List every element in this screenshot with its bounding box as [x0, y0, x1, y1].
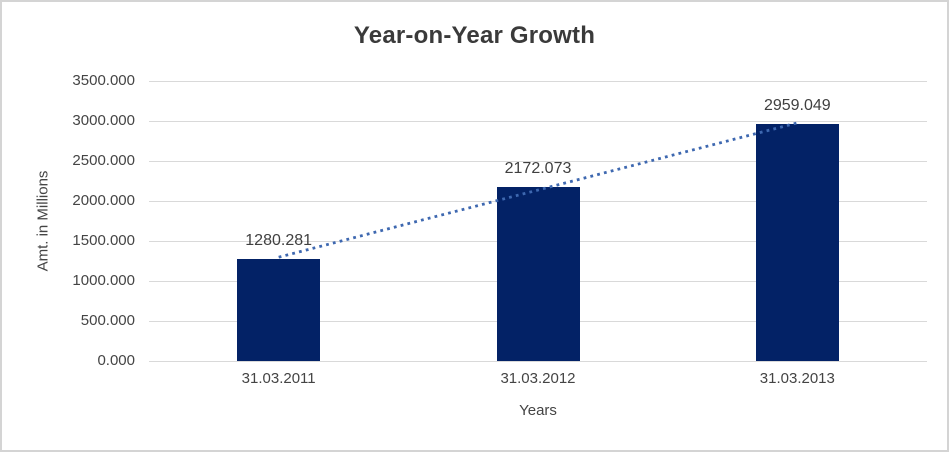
gridline	[149, 120, 927, 122]
y-tick-label: 1000.000	[72, 272, 135, 289]
y-tick-label: 500.000	[80, 312, 135, 329]
x-tick-label: 31.03.2012	[500, 370, 576, 387]
x-axis-line	[149, 360, 927, 362]
data-label: 2959.049	[763, 97, 831, 115]
bar-31.03.2012	[496, 187, 580, 361]
y-tick-label: 3500.000	[72, 72, 135, 89]
plot-area	[149, 80, 927, 362]
bar-31.03.2011	[237, 258, 321, 361]
y-axis-title: Amt. in Millions	[34, 170, 52, 272]
y-tick-label: 2000.000	[72, 192, 135, 209]
data-label: 2172.073	[504, 160, 572, 178]
y-tick-label: 2500.000	[72, 152, 135, 169]
x-tick-label: 31.03.2013	[759, 370, 835, 387]
x-axis-title: Years	[519, 402, 557, 419]
gridline	[149, 80, 927, 82]
chart-title: Year-on-Year Growth	[353, 22, 596, 49]
y-tick-label: 1500.000	[72, 232, 135, 249]
y-tick-label: 3000.000	[72, 112, 135, 129]
data-label: 1280.281	[245, 231, 313, 249]
y-tick-label: 0.000	[97, 352, 135, 369]
bar-31.03.2013	[755, 124, 839, 361]
x-tick-label: 31.03.2011	[241, 370, 316, 387]
